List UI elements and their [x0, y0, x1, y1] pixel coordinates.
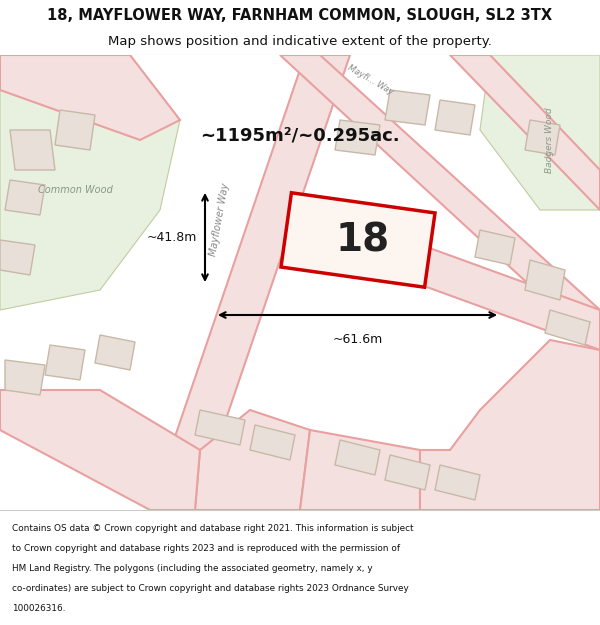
Polygon shape	[195, 410, 245, 445]
Polygon shape	[385, 455, 430, 490]
Text: 18: 18	[336, 221, 390, 259]
Text: co-ordinates) are subject to Crown copyright and database rights 2023 Ordnance S: co-ordinates) are subject to Crown copyr…	[12, 584, 409, 593]
Text: ~1195m²/~0.295ac.: ~1195m²/~0.295ac.	[200, 126, 400, 144]
Polygon shape	[450, 55, 600, 210]
Text: Contains OS data © Crown copyright and database right 2021. This information is : Contains OS data © Crown copyright and d…	[12, 524, 413, 532]
Polygon shape	[335, 440, 380, 475]
Polygon shape	[335, 120, 380, 155]
Polygon shape	[525, 260, 565, 300]
Polygon shape	[385, 90, 430, 125]
Polygon shape	[95, 335, 135, 370]
Polygon shape	[435, 465, 480, 500]
Text: 18, MAYFLOWER WAY, FARNHAM COMMON, SLOUGH, SL2 3TX: 18, MAYFLOWER WAY, FARNHAM COMMON, SLOUG…	[47, 8, 553, 23]
Text: HM Land Registry. The polygons (including the associated geometry, namely x, y: HM Land Registry. The polygons (includin…	[12, 564, 373, 573]
Text: 100026316.: 100026316.	[12, 604, 65, 613]
Polygon shape	[0, 55, 180, 140]
Text: ~41.8m: ~41.8m	[146, 231, 197, 244]
Polygon shape	[0, 240, 35, 275]
Polygon shape	[195, 410, 310, 510]
Polygon shape	[420, 340, 600, 510]
Polygon shape	[281, 192, 435, 288]
Polygon shape	[250, 425, 295, 460]
Polygon shape	[300, 430, 420, 510]
Text: Common Wood: Common Wood	[38, 185, 112, 195]
Polygon shape	[55, 110, 95, 150]
Polygon shape	[5, 180, 45, 215]
Polygon shape	[150, 55, 350, 510]
Polygon shape	[10, 130, 55, 170]
Polygon shape	[280, 55, 600, 350]
Polygon shape	[480, 55, 600, 210]
Polygon shape	[5, 360, 45, 395]
Polygon shape	[475, 230, 515, 265]
Polygon shape	[0, 55, 180, 310]
Polygon shape	[0, 390, 200, 510]
Text: ~61.6m: ~61.6m	[332, 333, 383, 346]
Polygon shape	[525, 120, 560, 155]
Polygon shape	[45, 345, 85, 380]
Polygon shape	[380, 230, 600, 350]
Text: Map shows position and indicative extent of the property.: Map shows position and indicative extent…	[108, 35, 492, 48]
Polygon shape	[545, 310, 590, 345]
Text: Badgers Wood: Badgers Wood	[545, 107, 554, 172]
Text: to Crown copyright and database rights 2023 and is reproduced with the permissio: to Crown copyright and database rights 2…	[12, 544, 400, 553]
Text: Mayflower Way: Mayflower Way	[209, 182, 232, 258]
Polygon shape	[435, 100, 475, 135]
Text: Mayfl... Way: Mayfl... Way	[346, 63, 394, 97]
